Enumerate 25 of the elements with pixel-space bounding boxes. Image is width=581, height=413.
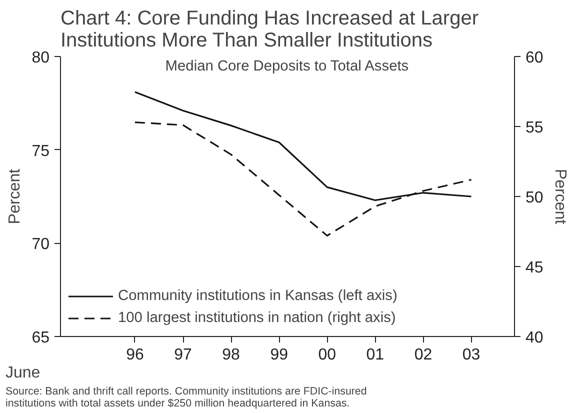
x-tick-label: 97 [174, 346, 192, 364]
x-axis-title: June [6, 364, 40, 382]
source-note: Source: Bank and thrift call reports. Community institutions are FDIC-insured institutions with total assets under $250 million headquartered in Kansas. [6, 386, 367, 410]
x-tick-label: 98 [222, 346, 240, 364]
y2-tick-label: 40 [526, 330, 544, 346]
y-tick-label: 65 [32, 330, 50, 346]
x-tick-label: 02 [414, 346, 432, 364]
y-axis-title: Percent [6, 168, 24, 224]
y2-tick-label: 55 [526, 120, 544, 136]
chart-title: Chart 4: Core Funding Has Increased at Larger Institutions More Than Smaller Institutions [60, 8, 479, 52]
y2-axis-title: Percent [551, 168, 568, 225]
x-tick-label: 00 [318, 346, 336, 364]
x-tick-label: 03 [462, 346, 480, 364]
y2-tick-label: 60 [526, 50, 544, 66]
y2-tick-label: 50 [526, 190, 544, 206]
x-tick-label: 01 [366, 346, 384, 364]
y2-tick-label: 45 [526, 260, 544, 276]
legend-label: Community institutions in Kansas (left axis) [118, 288, 398, 304]
y-tick-label: 70 [32, 236, 50, 254]
chart-subtitle: Median Core Deposits to Total Assets [165, 58, 409, 74]
y-tick-label: 75 [32, 142, 50, 160]
y-tick-label: 80 [32, 50, 50, 66]
x-tick-label: 96 [126, 346, 144, 364]
x-tick-label: 99 [270, 346, 288, 364]
legend-label: 100 largest institutions in nation (right axis) [118, 310, 396, 326]
